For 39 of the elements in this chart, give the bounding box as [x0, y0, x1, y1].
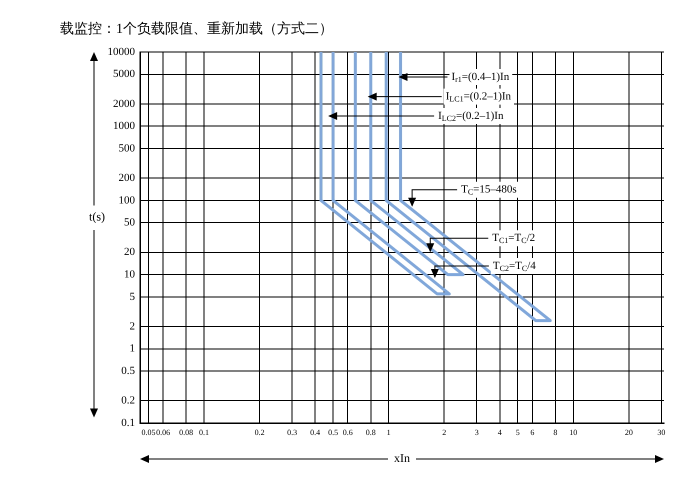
y-tick-label: 2	[130, 320, 135, 332]
y-tick-label: 1	[130, 342, 135, 355]
x-tick-label: 1	[386, 428, 391, 437]
y-tick-label: 500	[118, 142, 136, 154]
x-tick-label: 5	[516, 428, 520, 437]
x-tick-label: 3	[474, 428, 479, 437]
y-tick-label: 5	[130, 290, 136, 303]
y-tick-label: 10	[124, 268, 136, 280]
y-tick-label: 0.2	[121, 394, 135, 407]
chart-title: 载监控：1个负载限值、重新加载（方式二）	[60, 20, 333, 38]
x-tick-label: 4	[498, 428, 502, 437]
x-tick-label: 0.6	[342, 428, 353, 437]
y-tick-label: 0.1	[121, 416, 135, 429]
y-tick-label: 50	[124, 216, 136, 229]
x-tick-label: 0.05	[141, 428, 156, 437]
x-axis-title: xIn	[394, 451, 410, 466]
x-tick-label: 0.1	[199, 428, 210, 437]
x-tick-label: 0.5	[328, 428, 338, 437]
x-tick-label: 30	[657, 428, 666, 437]
y-tick-label: 5000	[113, 68, 136, 80]
x-tick-label: 0.06	[156, 428, 170, 437]
x-tick-label: 0.08	[179, 428, 194, 437]
x-tick-label: 2	[442, 428, 446, 437]
x-tick-label: 8	[553, 428, 558, 437]
y-tick-label: 10000	[108, 46, 136, 58]
x-tick-label: 0.2	[254, 428, 265, 437]
y-tick-label: 200	[118, 172, 136, 184]
y-tick-label: 20	[124, 246, 136, 258]
y-tick-label: 0.5	[121, 365, 136, 378]
y-tick-label: 1000	[113, 120, 136, 132]
x-tick-label: 10	[569, 428, 578, 437]
y-tick-label: 2000	[113, 98, 136, 110]
y-tick-label: 100	[118, 194, 136, 206]
x-tick-label: 6	[530, 428, 534, 437]
x-tick-label: 0.4	[310, 428, 320, 437]
x-tick-label: 20	[624, 428, 633, 437]
x-tick-label: 0.8	[366, 428, 376, 437]
y-axis-title: t(s)	[89, 210, 105, 224]
x-tick-label: 0.3	[287, 428, 298, 437]
